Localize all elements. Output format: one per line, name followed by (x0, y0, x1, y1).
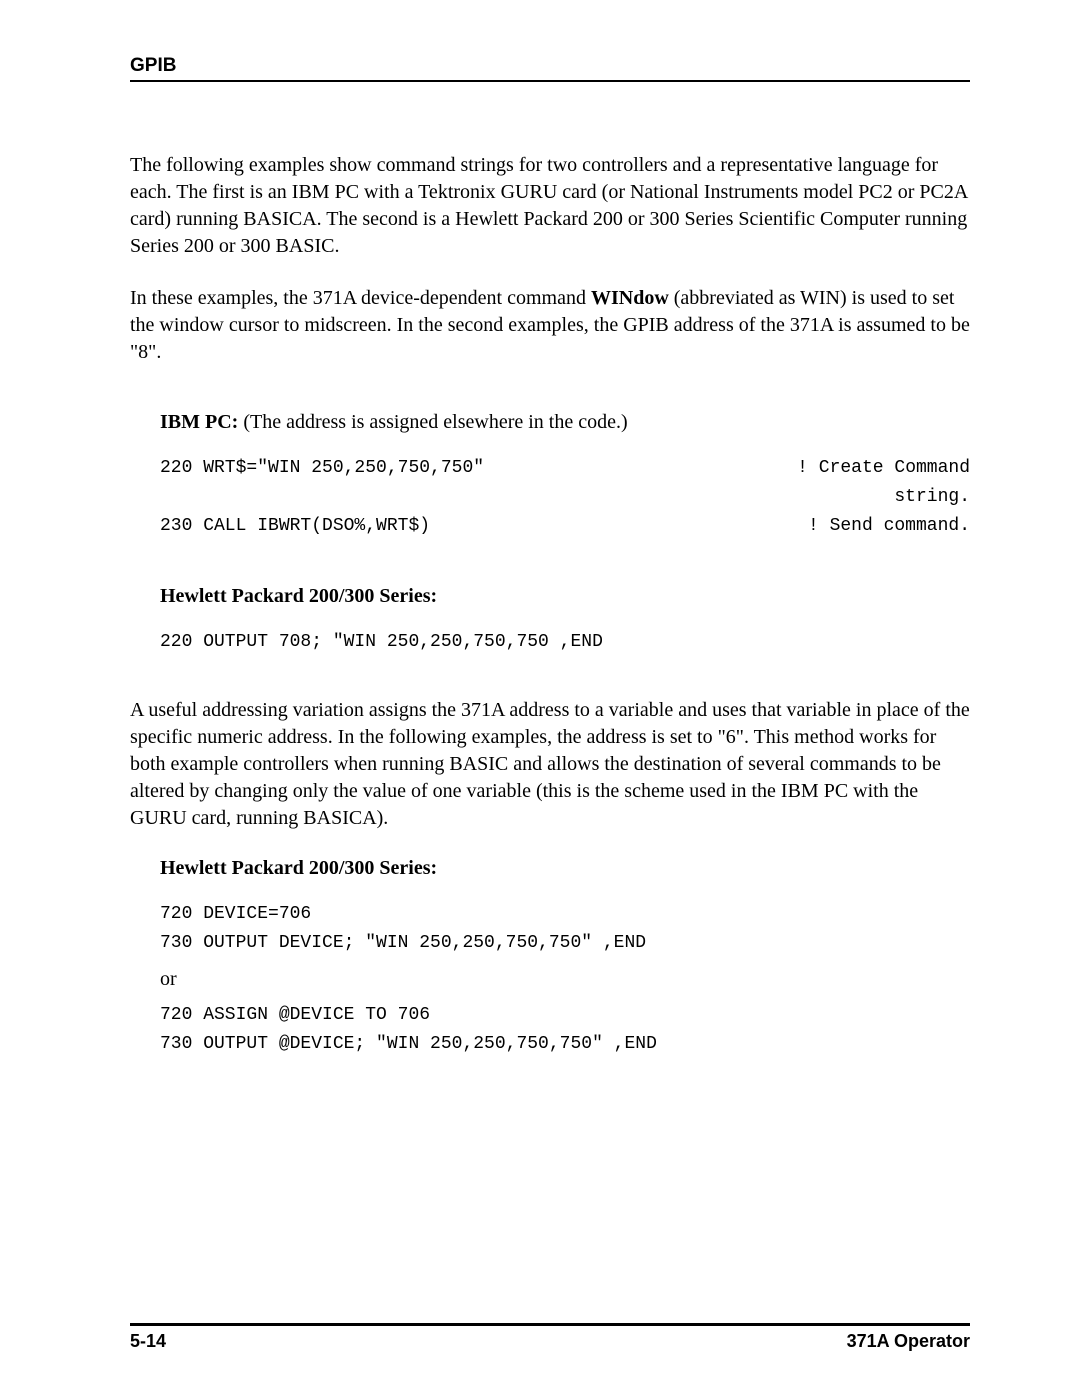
intro-paragraph-1: The following examples show command stri… (130, 152, 970, 260)
footer-doc-title: 371A Operator (847, 1331, 970, 1352)
ibm-code-3-right: ! Send command. (808, 512, 970, 541)
or-separator: or (160, 968, 970, 991)
hp1-code-line-1: 220 OUTPUT 708; "WIN 250,250,750,750 ,EN… (160, 628, 970, 657)
hp2-code-line-2: 730 OUTPUT DEVICE; "WIN 250,250,750,750"… (160, 929, 970, 958)
p2-bold-window: WINdow (591, 287, 669, 309)
ibm-code-row-2: string. (160, 483, 970, 512)
ibm-label-rest: (The address is assigned elsewhere in th… (238, 411, 627, 433)
footer-page-number: 5-14 (130, 1331, 166, 1352)
hp2-code-line-4: 730 OUTPUT @DEVICE; "WIN 250,250,750,750… (160, 1030, 970, 1059)
hp-section-1-label: Hewlett Packard 200/300 Series: (160, 585, 970, 608)
ibm-code-row-1: 220 WRT$="WIN 250,250,750,750" ! Create … (160, 454, 970, 483)
hp1-label-text: Hewlett Packard 200/300 Series: (160, 585, 437, 607)
addressing-paragraph: A useful addressing variation assigns th… (130, 697, 970, 832)
ibm-code-row-3: 230 CALL IBWRT(DSO%,WRT$) ! Send command… (160, 512, 970, 541)
ibm-pc-section-label: IBM PC: (The address is assigned elsewhe… (160, 411, 970, 434)
hp2-label-text: Hewlett Packard 200/300 Series: (160, 857, 437, 879)
page-footer: 5-14 371A Operator (130, 1323, 970, 1352)
ibm-code-1-right: ! Create Command (797, 454, 970, 483)
hp-section-2-label: Hewlett Packard 200/300 Series: (160, 857, 970, 880)
page-header: GPIB (130, 55, 970, 82)
ibm-code-1-left: 220 WRT$="WIN 250,250,750,750" (160, 454, 484, 483)
hp2-code-line-3: 720 ASSIGN @DEVICE TO 706 (160, 1001, 970, 1030)
ibm-label-bold: IBM PC: (160, 411, 238, 433)
p2-part-a: In these examples, the 371A device-depen… (130, 287, 591, 309)
page-container: GPIB The following examples show command… (0, 0, 1080, 1397)
hp2-code-line-1: 720 DEVICE=706 (160, 900, 970, 929)
header-title: GPIB (130, 55, 176, 76)
ibm-code-2-right: string. (873, 483, 970, 512)
intro-paragraph-2: In these examples, the 371A device-depen… (130, 285, 970, 366)
ibm-code-3-left: 230 CALL IBWRT(DSO%,WRT$) (160, 512, 430, 541)
